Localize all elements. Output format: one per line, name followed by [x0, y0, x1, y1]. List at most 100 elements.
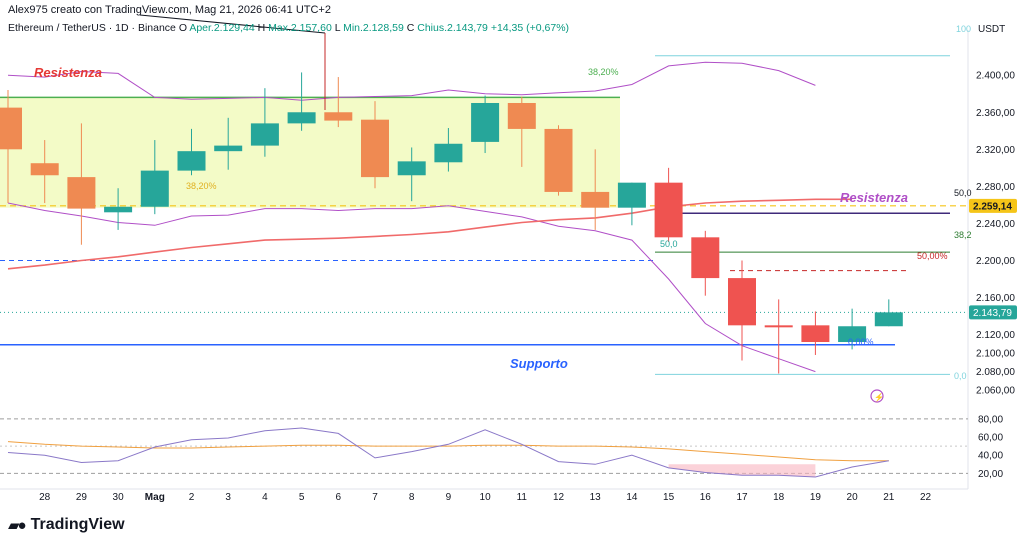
price-tick-label: 2.200,00 [976, 256, 1015, 267]
resistenza-right-label: Resistenza [840, 190, 908, 205]
time-tick-label: 21 [883, 492, 895, 503]
last-price-text: 2.143,79 [973, 308, 1012, 319]
time-tick-label: 2 [189, 492, 195, 503]
trendline-top [139, 14, 326, 34]
time-tick-label: Mag [145, 492, 165, 503]
currency-label: USDT [978, 24, 1006, 35]
time-tick-label: 18 [773, 492, 785, 503]
close-value: Chius.2.143,79 [417, 22, 488, 34]
candle-body [507, 102, 536, 129]
candle-body [67, 177, 96, 209]
envelope-lower-line [7, 202, 816, 373]
time-tick-label: 13 [590, 492, 602, 503]
close-label: C [406, 22, 415, 34]
moving-average-line [7, 198, 853, 270]
change-value: +14,35 (+0,67%) [490, 22, 570, 34]
candle-body [801, 325, 830, 343]
price-tick-label: 2.100,00 [976, 349, 1015, 360]
fib-top-label: 100 [956, 24, 971, 34]
fib-50-small-label: 50,0 [660, 239, 678, 249]
candle-body [728, 278, 756, 326]
tradingview-logo-text: TradingView [30, 516, 125, 533]
candle-body [250, 123, 279, 146]
time-tick-label: 30 [113, 492, 125, 503]
fib-0-label: 0,0 [954, 371, 967, 381]
supporto-label: Supporto [510, 356, 568, 371]
value-label-box [969, 198, 1017, 213]
time-tick-label: 16 [700, 492, 712, 503]
open-value: Aper.2.129,44 [189, 22, 255, 34]
candle-body [617, 182, 646, 208]
candle-body [691, 237, 720, 279]
fib-38-20-top-label: 38,20% [588, 67, 619, 77]
candle-body [471, 102, 500, 142]
candle-body [287, 112, 316, 124]
rsi-tick-label: 20,00 [978, 469, 1003, 480]
envelope-upper-line [7, 61, 816, 101]
high-value: Max.2.157,60 [268, 22, 332, 34]
price-tick-label: 2.400,00 [976, 71, 1015, 82]
time-tick-label: 6 [336, 492, 342, 503]
candle-body [361, 119, 389, 178]
time-tick-label: 22 [920, 492, 932, 503]
symbol-legend: Ethereum / TetherUS · 1D · Binance O Ape… [8, 22, 569, 34]
rsi-oversold-fill [668, 464, 816, 477]
candle-body [0, 107, 22, 150]
candle-body [581, 191, 610, 208]
candle-body [838, 326, 867, 343]
time-tick-label: 14 [626, 492, 638, 503]
candle-body [140, 170, 169, 207]
fib-38-label: 38,2 [954, 230, 972, 240]
candle-body [214, 145, 243, 152]
time-tick-label: 5 [299, 492, 305, 503]
fib-50-label: 50,0 [954, 188, 972, 198]
price-tick-label: 2.120,00 [976, 330, 1015, 341]
tradingview-logo[interactable]: ▰● TradingView [8, 516, 125, 534]
price-tick-label: 2.240,00 [976, 219, 1015, 230]
time-tick-label: 20 [847, 492, 859, 503]
high-label: H [257, 22, 266, 34]
rsi-tick-label: 60,00 [978, 433, 1003, 444]
price-tick-label: 2.080,00 [976, 367, 1015, 378]
low-label: L [334, 22, 341, 34]
price-tick-label: 2.280,00 [976, 182, 1015, 193]
time-tick-label: 4 [262, 492, 268, 503]
time-tick-label: 19 [810, 492, 822, 503]
time-tick-label: 3 [225, 492, 231, 503]
time-tick-label: 17 [736, 492, 748, 503]
fib-0-pct-label: 0,00% [848, 337, 874, 347]
price-tick-label: 2.060,00 [976, 386, 1015, 397]
candle-body [177, 151, 206, 171]
resistenza-left-label: Resistenza [34, 65, 102, 80]
rsi-tick-label: 80,00 [978, 414, 1003, 425]
candle-body [397, 161, 426, 176]
tradingview-logo-icon: ▰● [8, 517, 27, 534]
time-tick-label: 11 [517, 492, 528, 503]
candle-body [544, 128, 573, 192]
time-tick-label: 10 [480, 492, 492, 503]
time-tick-label: 9 [446, 492, 452, 503]
price-tick-label: 2.360,00 [976, 108, 1015, 119]
lightning-icon: ⚡ [874, 392, 884, 402]
price-tick-label: 2.160,00 [976, 293, 1015, 304]
candle-body [434, 143, 463, 163]
time-tick-label: 12 [553, 492, 565, 503]
last-price-box [969, 305, 1017, 320]
candle-body [104, 206, 133, 213]
candle-body [654, 182, 683, 238]
time-tick-label: 7 [372, 492, 378, 503]
value-label-text: 2.259,14 [973, 201, 1012, 212]
time-tick-label: 29 [76, 492, 88, 503]
candle-body [764, 325, 793, 328]
rsi-line [7, 427, 889, 478]
open-label: O [178, 22, 187, 34]
rsi-ma-line [7, 441, 889, 462]
alert-circle-icon [870, 389, 884, 403]
time-tick-label: 8 [409, 492, 415, 503]
rsi-tick-label: 40,00 [978, 451, 1003, 462]
low-value: Min.2.128,59 [343, 22, 404, 34]
fib-50-pct-label: 50,00% [917, 251, 948, 261]
time-tick-label: 15 [663, 492, 675, 503]
author-line: Alex975 creato con TradingView.com, Mag … [8, 4, 331, 16]
